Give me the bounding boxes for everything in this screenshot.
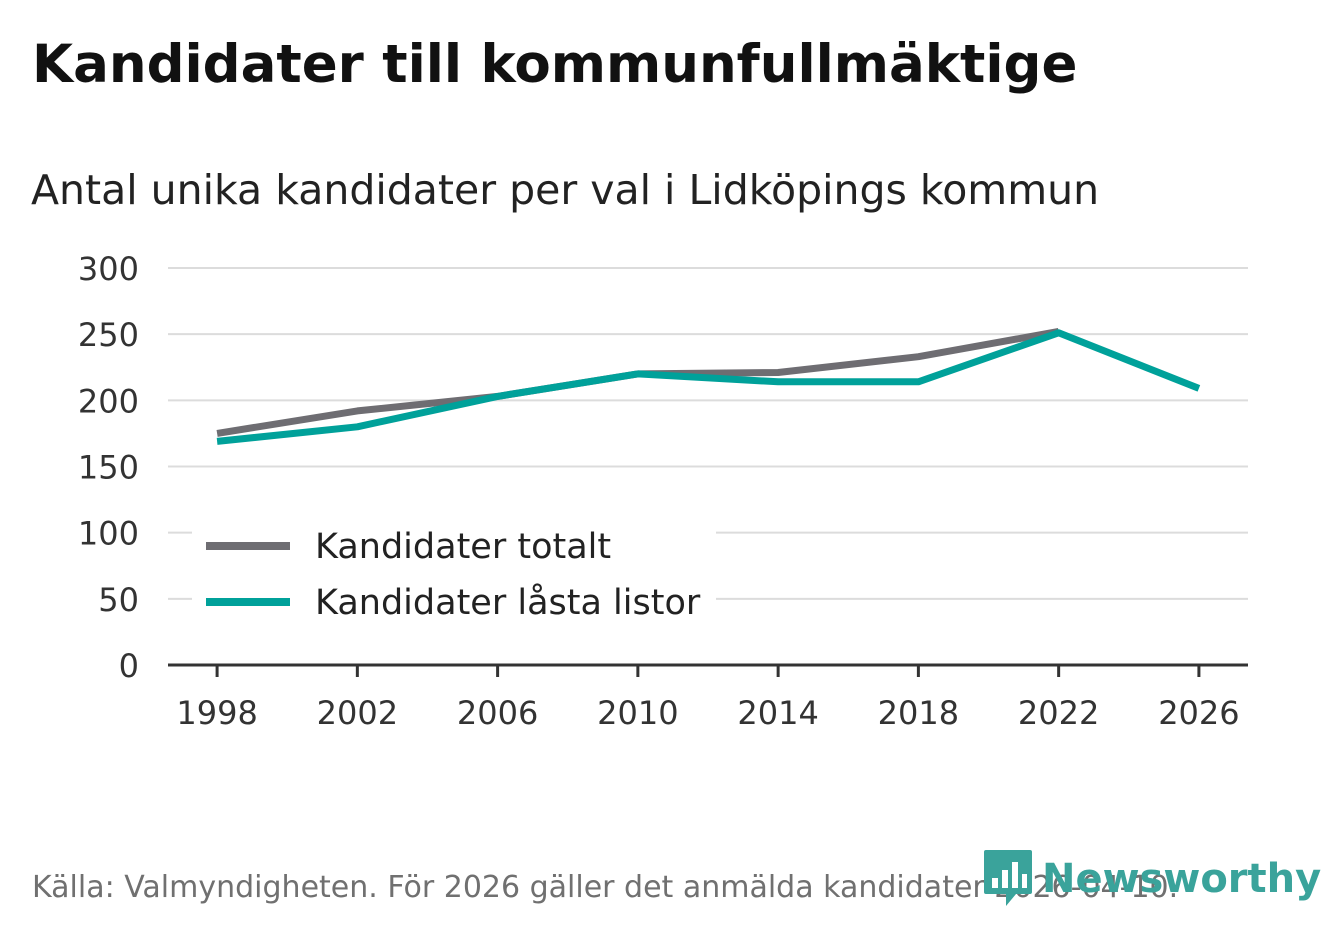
x-tick-label: 2018 [878,694,959,732]
x-tick-labels: 1998 2002 2006 2010 2014 2018 2022 2026 [176,694,1239,732]
y-tick-label: 50 [98,581,139,619]
y-tick-labels: 0 50 100 150 200 250 300 [78,250,139,685]
y-tick-label: 300 [78,250,139,288]
legend: Kandidater totalt Kandidater låsta listor [206,527,701,623]
y-tick-label: 100 [78,515,139,553]
brand-name: Newsworthy [1042,856,1322,902]
legend-label: Kandidater totalt [315,527,611,567]
x-tick-label: 2006 [457,694,538,732]
x-tick-label: 2002 [317,694,398,732]
x-tick-label: 2010 [597,694,678,732]
y-tick-label: 150 [78,449,139,487]
legend-background [192,522,716,628]
x-tick-label: 2026 [1158,694,1239,732]
grid-lines [168,267,1248,628]
chart-title: Kandidater till kommunfullmäktige [32,34,1078,95]
x-tick-label: 1998 [176,694,257,732]
series-line-kandidater-totalt [216,328,1060,437]
y-tick-label: 0 [119,647,139,685]
y-tick-label: 200 [78,382,139,420]
series-lines [216,328,1201,445]
chart-subtitle: Antal unika kandidater per val i Lidköpi… [31,166,1100,214]
legend-label: Kandidater låsta listor [315,582,701,623]
series-line-kandidater-lasta-listor [216,329,1201,445]
x-axis [168,663,1248,677]
x-tick-label: 2014 [737,694,818,732]
y-tick-label: 250 [78,316,139,354]
brand-logo: Newsworthy [982,848,1321,910]
newsworthy-logo-icon [984,850,1032,906]
x-tick-label: 2022 [1018,694,1099,732]
